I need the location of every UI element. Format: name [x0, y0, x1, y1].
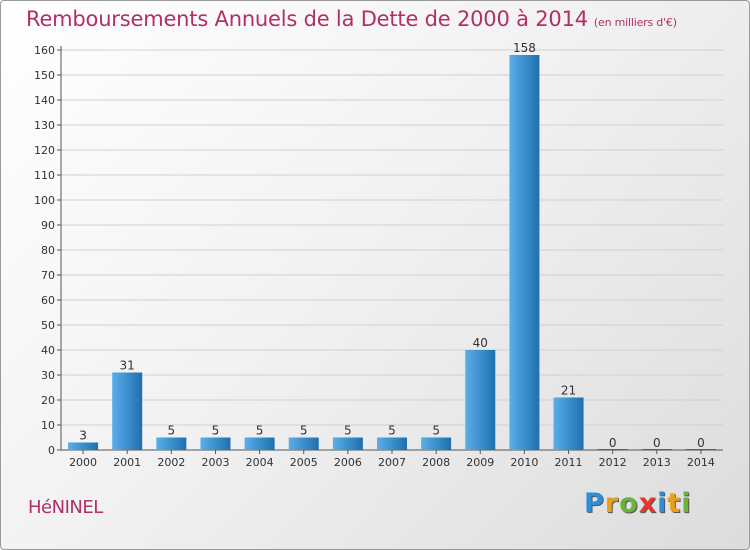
data-label: 5 — [388, 424, 396, 438]
chart-title: Remboursements Annuels de la Dette de 20… — [26, 7, 677, 31]
y-tick-label: 40 — [41, 344, 55, 357]
bar — [112, 372, 143, 450]
data-label: 40 — [473, 336, 488, 350]
logo-letter: i — [657, 488, 668, 519]
data-label: 21 — [561, 384, 576, 398]
y-tick-label: 150 — [34, 69, 55, 82]
y-tick-label: 60 — [41, 294, 55, 307]
axes: 0102030405060708090100110120130140150160… — [34, 44, 723, 469]
x-tick-label: 2006 — [334, 456, 362, 469]
proxiti-logo[interactable]: Proxiti — [584, 488, 692, 519]
logo-letter: i — [681, 488, 692, 519]
x-tick-label: 2008 — [422, 456, 450, 469]
bar — [509, 55, 540, 450]
bar — [200, 437, 231, 450]
y-tick-label: 70 — [41, 269, 55, 282]
y-tick-label: 80 — [41, 244, 55, 257]
y-tick-label: 110 — [34, 169, 55, 182]
x-tick-label: 2010 — [510, 456, 538, 469]
data-label: 5 — [168, 424, 176, 438]
logo-letter: x — [638, 488, 658, 519]
bar — [377, 437, 407, 450]
bar — [553, 397, 584, 450]
logo-letter: r — [604, 488, 620, 519]
x-tick-label: 2012 — [599, 456, 627, 469]
data-label: 5 — [256, 424, 264, 438]
x-tick-label: 2005 — [290, 456, 318, 469]
bar — [421, 437, 452, 450]
bar — [68, 442, 99, 450]
y-tick-label: 100 — [34, 194, 55, 207]
x-tick-label: 2009 — [466, 456, 494, 469]
bars — [68, 55, 716, 450]
data-labels: 3 31 5 5 5 5 5 5 5 40 158 21 0 0 0 — [79, 41, 705, 450]
x-tick-label: 2013 — [643, 456, 671, 469]
y-tick-label: 30 — [41, 369, 55, 382]
data-label: 5 — [300, 424, 308, 438]
data-label: 31 — [120, 359, 135, 373]
bar — [465, 350, 496, 450]
x-tick-label: 2014 — [687, 456, 715, 469]
data-label: 0 — [653, 436, 661, 450]
grid-lines — [61, 49, 723, 426]
data-label: 0 — [609, 436, 617, 450]
data-label: 5 — [432, 424, 440, 438]
y-tick-label: 10 — [41, 419, 55, 432]
x-tick-label: 2002 — [157, 456, 185, 469]
commune-name: HéNINEL — [28, 497, 103, 518]
bar — [288, 437, 319, 450]
unit-note: (en milliers d'€) — [593, 16, 677, 29]
y-tick-label: 160 — [34, 44, 55, 57]
y-tick-label: 20 — [41, 394, 55, 407]
x-tick-label: 2001 — [113, 456, 141, 469]
data-label: 5 — [212, 424, 220, 438]
x-tick-label: 2004 — [246, 456, 274, 469]
y-tick-label: 0 — [48, 444, 55, 457]
x-tick-label: 2003 — [201, 456, 229, 469]
x-tick-label: 2011 — [555, 456, 583, 469]
x-tick-label: 2007 — [378, 456, 406, 469]
data-label: 5 — [344, 424, 352, 438]
data-label: 158 — [513, 41, 536, 55]
bar — [244, 437, 275, 450]
logo-letter: t — [667, 488, 682, 519]
logo-letter: o — [619, 488, 639, 519]
logo-letter: P — [584, 488, 605, 519]
y-tick-label: 90 — [41, 219, 55, 232]
y-tick-label: 140 — [34, 94, 55, 107]
data-label: 3 — [79, 429, 87, 443]
y-tick-label: 130 — [34, 119, 55, 132]
y-tick-label: 50 — [41, 319, 55, 332]
x-tick-label: 2000 — [69, 456, 97, 469]
bar — [332, 437, 363, 450]
bar — [156, 437, 187, 450]
y-tick-label: 120 — [34, 144, 55, 157]
data-label: 0 — [697, 436, 705, 450]
